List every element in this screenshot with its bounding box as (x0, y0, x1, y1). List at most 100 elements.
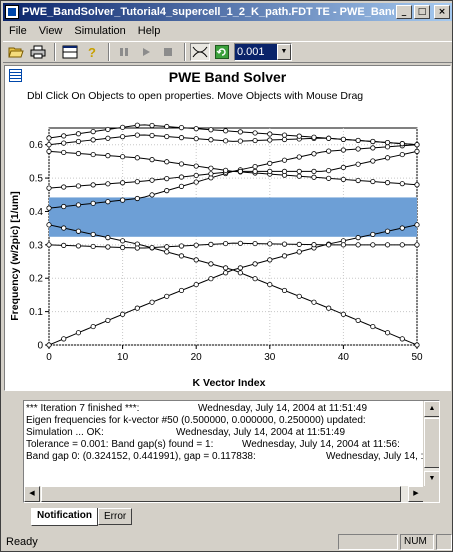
band-point[interactable] (208, 276, 214, 282)
band-point[interactable] (237, 168, 243, 175)
band-chart[interactable]: 0 0.1 0.2 0.3 0.4 0.5 0.6 0 10 20 30 40 50 Frequency … (5, 66, 450, 390)
band-point[interactable] (384, 155, 391, 161)
band-point[interactable] (193, 281, 199, 288)
band-point[interactable] (164, 159, 170, 165)
layout-icon[interactable] (60, 43, 80, 61)
band-point[interactable] (164, 293, 170, 299)
band-point[interactable] (178, 174, 185, 180)
band-point[interactable] (61, 336, 67, 342)
band-point[interactable] (370, 138, 376, 145)
band-point[interactable] (90, 137, 96, 143)
band-point[interactable] (178, 124, 185, 131)
band-point[interactable] (75, 202, 82, 208)
band-point[interactable] (46, 342, 52, 348)
band-point[interactable] (149, 192, 155, 198)
band-point[interactable] (384, 242, 391, 248)
menu-view[interactable]: View (38, 25, 63, 37)
band-point[interactable] (267, 241, 273, 247)
horizontal-scrollbar[interactable]: ◀ ▶ (24, 486, 424, 502)
band-point[interactable] (223, 138, 229, 144)
band-point[interactable] (149, 132, 155, 139)
band-point[interactable] (296, 249, 302, 255)
band-point[interactable] (90, 129, 96, 135)
band-point[interactable] (237, 129, 243, 135)
band-point[interactable] (61, 225, 67, 231)
title-bar[interactable]: PWE_BandSolver_Tutorial4_supercell_1_2_K… (3, 3, 452, 21)
band-point[interactable] (134, 195, 140, 202)
band-point[interactable] (120, 180, 126, 186)
scroll-right-button[interactable]: ▶ (408, 486, 424, 502)
band-point[interactable] (414, 222, 420, 228)
band-point[interactable] (281, 241, 288, 247)
band-point[interactable] (267, 281, 273, 288)
band-point[interactable] (208, 165, 214, 171)
band-point[interactable] (370, 178, 376, 185)
band-point[interactable] (149, 177, 155, 183)
band-point[interactable] (164, 133, 170, 140)
band-point[interactable] (90, 323, 96, 330)
band-point[interactable] (281, 168, 288, 175)
band-point[interactable] (134, 179, 140, 185)
band-point[interactable] (252, 168, 258, 175)
timestep-select[interactable]: 0.001 ▼ (234, 43, 292, 61)
band-point[interactable] (134, 122, 140, 128)
band-point[interactable] (223, 240, 229, 247)
band-point[interactable] (61, 203, 67, 210)
band-point[interactable] (252, 276, 258, 282)
app-icon[interactable] (5, 5, 19, 19)
band-point[interactable] (311, 134, 317, 140)
band-point[interactable] (164, 244, 170, 250)
band-point[interactable] (46, 222, 52, 228)
band-point[interactable] (46, 142, 52, 148)
band-point[interactable] (61, 184, 67, 190)
band-gap-region[interactable] (49, 197, 417, 237)
band-point[interactable] (311, 174, 317, 180)
scroll-thumb[interactable] (424, 418, 439, 468)
scroll-thumb[interactable] (41, 486, 401, 502)
band-point[interactable] (355, 146, 361, 152)
band-point[interactable] (223, 167, 229, 173)
tab-notification[interactable]: Notification (31, 508, 98, 526)
band-point[interactable] (75, 150, 82, 157)
band-point[interactable] (120, 134, 126, 140)
menu-help[interactable]: Help (137, 25, 161, 37)
band-point[interactable] (208, 127, 214, 133)
band-point[interactable] (399, 181, 405, 187)
band-point[interactable] (75, 183, 82, 189)
band-point[interactable] (340, 311, 346, 317)
vertical-scrollbar[interactable]: ▲ ▼ (423, 401, 439, 487)
band-point[interactable] (193, 242, 199, 248)
band-point[interactable] (281, 157, 288, 163)
band-point[interactable] (414, 342, 420, 348)
band-point[interactable] (340, 242, 346, 248)
band-point[interactable] (105, 126, 111, 133)
band-point[interactable] (223, 265, 229, 271)
band-point[interactable] (149, 157, 155, 163)
band-point[interactable] (252, 163, 258, 170)
band-point[interactable] (414, 148, 420, 154)
band-point[interactable] (193, 126, 199, 132)
band-point[interactable] (384, 330, 391, 336)
band-point[interactable] (46, 135, 52, 141)
band-point[interactable] (134, 155, 140, 161)
band-point[interactable] (340, 176, 346, 183)
band-point[interactable] (311, 151, 317, 157)
band-point[interactable] (90, 200, 96, 206)
minimize-button[interactable]: _ (396, 5, 412, 19)
band-point[interactable] (105, 317, 111, 324)
band-point[interactable] (46, 205, 52, 211)
band-point[interactable] (281, 136, 288, 143)
band-point[interactable] (370, 242, 376, 248)
tab-error[interactable]: Error (98, 508, 133, 525)
band-point[interactable] (281, 132, 288, 138)
band-point[interactable] (355, 235, 361, 241)
band-point[interactable] (281, 253, 288, 259)
band-point[interactable] (237, 265, 243, 271)
band-point[interactable] (414, 142, 420, 148)
band-point[interactable] (296, 154, 302, 160)
band-point[interactable] (355, 137, 361, 144)
band-point[interactable] (61, 133, 67, 139)
band-point[interactable] (399, 151, 405, 158)
band-point[interactable] (90, 243, 96, 250)
band-point[interactable] (164, 249, 170, 255)
